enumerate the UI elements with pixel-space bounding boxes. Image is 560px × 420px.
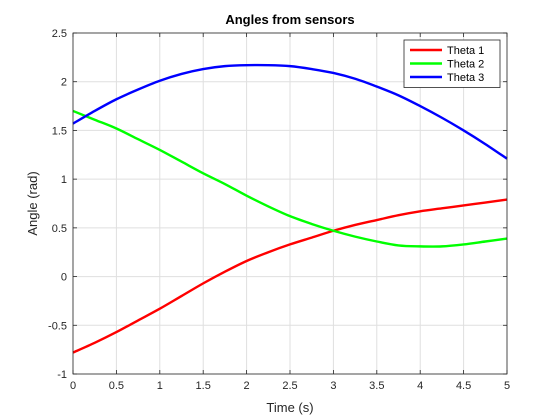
x-tick-label: 5 <box>504 380 510 392</box>
x-tick-label: 0 <box>70 380 76 392</box>
y-tick-label: 2.5 <box>52 28 67 40</box>
series-line-theta-2 <box>72 109 508 248</box>
x-tick-label: 2.5 <box>282 380 297 392</box>
y-axis-label: Angle (rad) <box>25 171 40 235</box>
x-tick-label: 1.5 <box>196 380 211 392</box>
y-axis-ticks: -1 -0.5 0 0.5 1 1.5 2 2.5 <box>48 28 507 381</box>
x-axis-label: Time (s) <box>266 400 313 415</box>
x-tick-label: 3.5 <box>369 380 384 392</box>
x-tick-label: 1 <box>157 380 163 392</box>
series-line-theta-1 <box>72 198 508 354</box>
legend-entry-label: Theta 1 <box>447 45 484 57</box>
x-tick-label: 4.5 <box>456 380 471 392</box>
series-lines <box>72 63 508 354</box>
y-tick-label: 2 <box>61 77 67 89</box>
legend-entry-label: Theta 2 <box>447 59 484 71</box>
x-axis-ticks: 0 0.5 1 1.5 2 2.5 3 3.5 4 4.5 5 <box>70 33 510 392</box>
y-tick-label: 0 <box>61 272 67 284</box>
y-tick-label: 0.5 <box>52 223 67 235</box>
y-tick-label: -0.5 <box>48 320 67 332</box>
y-tick-label: -1 <box>57 369 67 381</box>
y-tick-label: 1.5 <box>52 125 67 137</box>
legend-entry-label: Theta 3 <box>447 72 484 84</box>
x-tick-label: 0.5 <box>109 380 124 392</box>
x-tick-label: 3 <box>330 380 336 392</box>
chart-title: Angles from sensors <box>225 12 354 27</box>
x-tick-label: 4 <box>417 380 423 392</box>
series-line-theta-3 <box>72 63 508 160</box>
y-tick-label: 1 <box>61 174 67 186</box>
x-tick-label: 2 <box>244 380 250 392</box>
